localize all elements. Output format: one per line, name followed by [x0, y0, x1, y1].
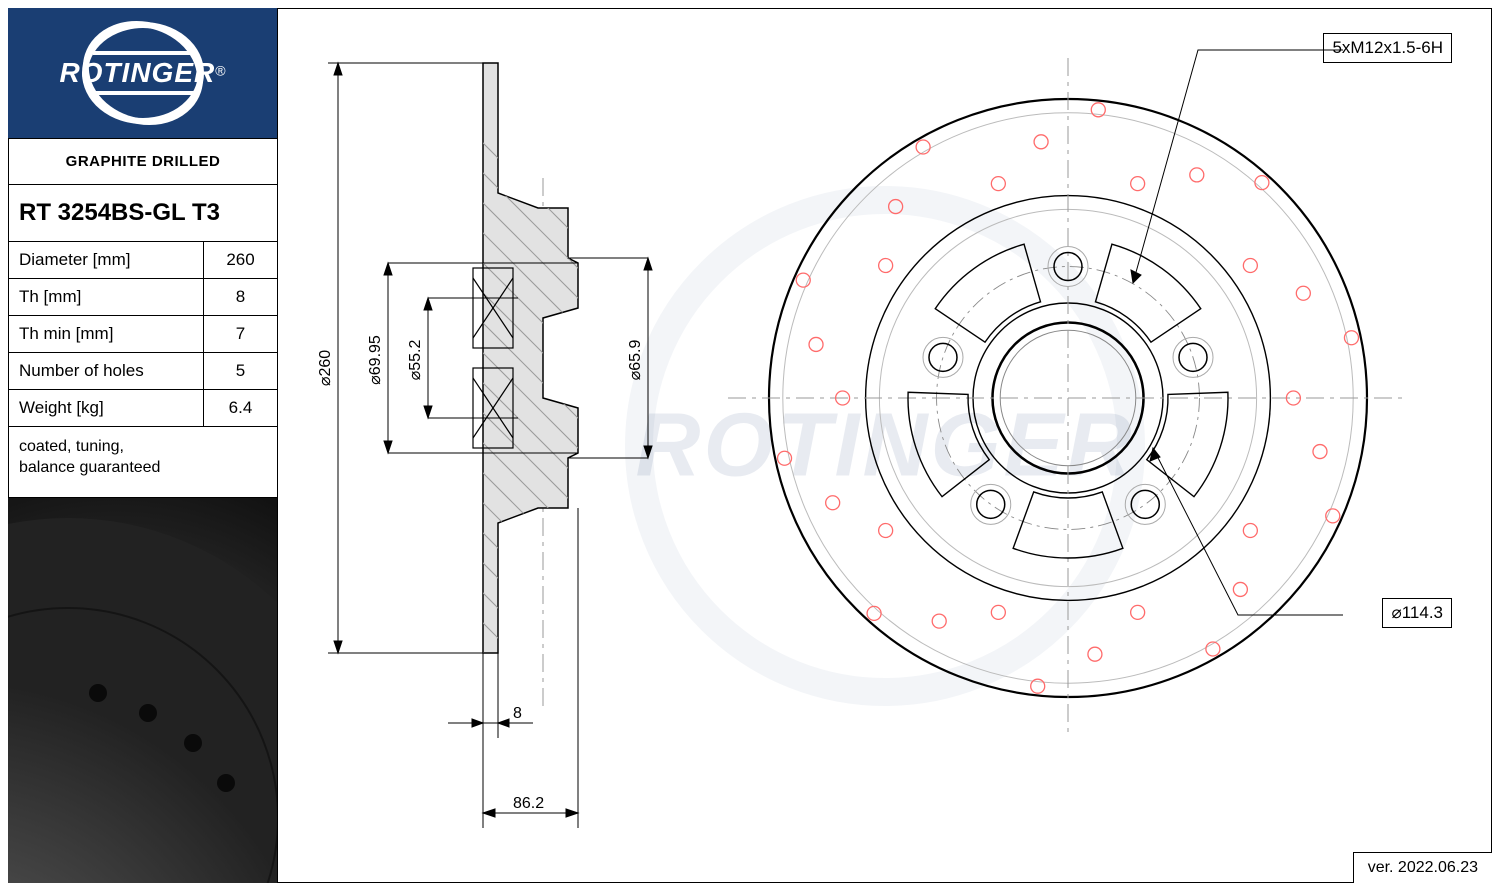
front-view — [718, 48, 1468, 808]
part-number: RT 3254BS-GL T3 — [9, 185, 278, 242]
dim-depth: 86.2 — [513, 795, 544, 812]
spec-notes: coated, tuning, balance guaranteed — [9, 427, 278, 498]
spec-label: Th min [mm] — [9, 316, 204, 353]
spec-value: 7 — [204, 316, 278, 353]
table-row: Number of holes5 — [9, 353, 278, 390]
spec-value: 8 — [204, 279, 278, 316]
callout-bolt-spec: 5xM12x1.5-6H — [1323, 33, 1452, 63]
dim-bore-1: ⌀69.95 — [367, 335, 384, 385]
spec-label: Diameter [mm] — [9, 242, 204, 279]
dim-bore-2: ⌀55.2 — [407, 340, 424, 381]
spec-label: Th [mm] — [9, 279, 204, 316]
spec-label: Weight [kg] — [9, 390, 204, 427]
table-row: Weight [kg]6.4 — [9, 390, 278, 427]
spec-value: 260 — [204, 242, 278, 279]
spec-value: 6.4 — [204, 390, 278, 427]
table-row: Diameter [mm]260 — [9, 242, 278, 279]
brand-name: ROTINGER® — [59, 57, 225, 89]
product-preview-image — [8, 498, 278, 883]
spec-value: 5 — [204, 353, 278, 390]
brand-logo-block: ROTINGER® — [8, 8, 278, 138]
callout-pcd: ⌀114.3 — [1382, 598, 1452, 628]
dim-overall-diameter: ⌀260 — [317, 350, 334, 386]
info-sidebar: ROTINGER® GRAPHITE DRILLED RT 3254BS-GL … — [8, 8, 278, 883]
section-view: ⌀260 ⌀69.95 ⌀55.2 ⌀65.9 — [278, 8, 708, 878]
technical-drawing-area: ROTINGER — [278, 8, 1492, 883]
dim-thickness: 8 — [513, 705, 522, 722]
table-row: Th [mm]8 — [9, 279, 278, 316]
spec-label: Number of holes — [9, 353, 204, 390]
table-row: Th min [mm]7 — [9, 316, 278, 353]
spec-table: GRAPHITE DRILLED RT 3254BS-GL T3 Diamete… — [8, 138, 278, 498]
product-type: GRAPHITE DRILLED — [9, 139, 278, 185]
dim-bore-3: ⌀65.9 — [627, 340, 644, 381]
version-label: ver. 2022.06.23 — [1353, 852, 1492, 883]
